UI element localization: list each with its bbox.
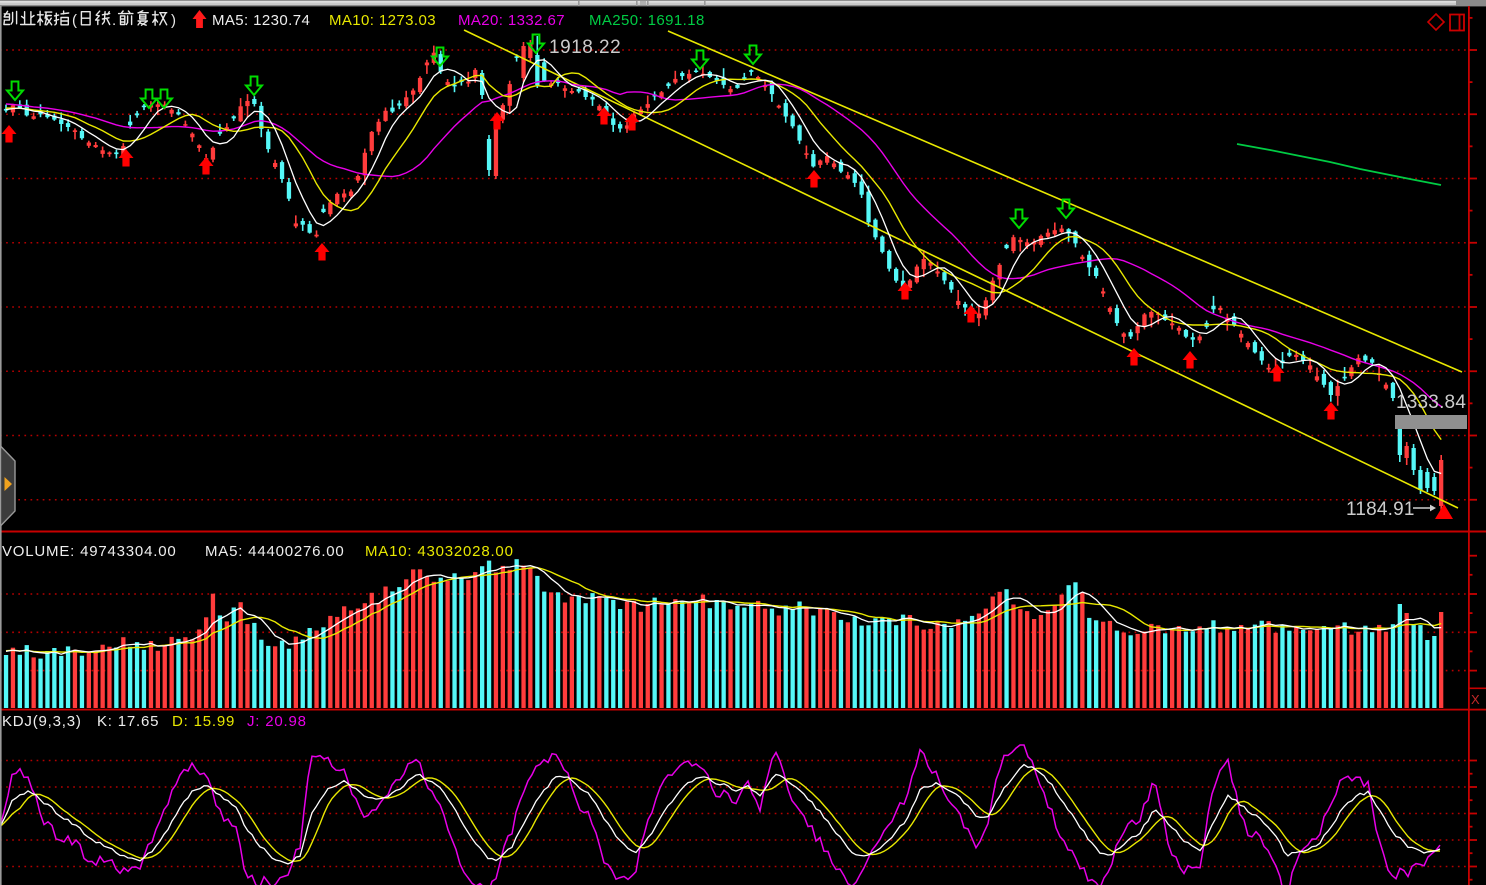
svg-text:MA20: 1332.67: MA20: 1332.67 bbox=[458, 12, 565, 29]
svg-text:MA250: 1691.18: MA250: 1691.18 bbox=[589, 12, 705, 29]
svg-text:(: ( bbox=[72, 12, 77, 29]
svg-text:1333.84: 1333.84 bbox=[1396, 392, 1466, 413]
svg-text:D: 15.99: D: 15.99 bbox=[172, 713, 235, 730]
svg-text:): ) bbox=[171, 12, 176, 29]
svg-text:K: 17.65: K: 17.65 bbox=[97, 713, 159, 730]
svg-text:1184.91: 1184.91 bbox=[1346, 499, 1415, 520]
svg-text:VOLUME: 49743304.00: VOLUME: 49743304.00 bbox=[2, 543, 176, 560]
svg-text:KDJ(9,3,3): KDJ(9,3,3) bbox=[2, 713, 82, 730]
svg-text:X: X bbox=[1471, 692, 1480, 707]
svg-text:1918.22: 1918.22 bbox=[549, 37, 621, 58]
svg-text:MA5: 1230.74: MA5: 1230.74 bbox=[212, 12, 310, 29]
svg-text:MA10: 1273.03: MA10: 1273.03 bbox=[329, 12, 436, 29]
svg-text:MA5: 44400276.00: MA5: 44400276.00 bbox=[205, 543, 345, 560]
svg-text:.: . bbox=[112, 12, 116, 29]
svg-text:MA10: 43032028.00: MA10: 43032028.00 bbox=[365, 543, 514, 560]
svg-text:J: 20.98: J: 20.98 bbox=[247, 713, 307, 730]
